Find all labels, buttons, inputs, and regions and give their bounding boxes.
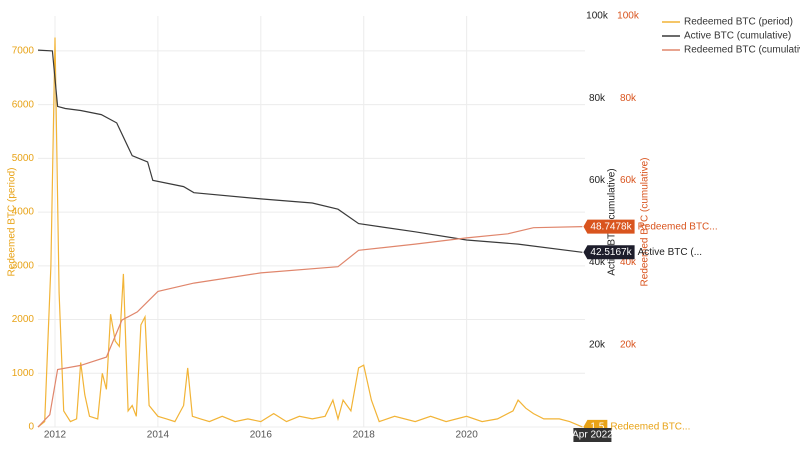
series-line bbox=[37, 49, 583, 253]
series-line bbox=[37, 226, 583, 428]
y2-tick-label: 40k bbox=[589, 257, 606, 268]
y3-tick-label: 100k bbox=[617, 11, 640, 22]
hover-name: Redeemed BTC... bbox=[610, 422, 690, 433]
y-tick-label: 6000 bbox=[12, 99, 35, 110]
y-tick-label: 4000 bbox=[12, 207, 35, 218]
y2-tick-label: 80k bbox=[589, 93, 606, 104]
y3-tick-label: 20k bbox=[620, 339, 637, 350]
hover-label: 48.7478k Redeemed BTC... bbox=[583, 219, 718, 234]
hover-name: Active BTC (... bbox=[638, 247, 702, 258]
y3-axis-title: Redeemed BTC (cumulative) bbox=[640, 158, 651, 287]
hover-value: 1.5 bbox=[590, 422, 604, 433]
hover-value: 48.7478k bbox=[590, 221, 632, 232]
x-tick-label: 2016 bbox=[250, 430, 273, 441]
hover-name: Redeemed BTC... bbox=[638, 221, 718, 232]
hover-box bbox=[583, 219, 635, 234]
y3-tick-label: 40k bbox=[620, 257, 637, 268]
y-tick-label: 7000 bbox=[12, 46, 35, 57]
series-line bbox=[37, 37, 583, 428]
hover-label: 42.5167k Active BTC (... bbox=[583, 245, 702, 260]
y2-tick-label: 100k bbox=[586, 11, 609, 22]
hover-value: 42.5167k bbox=[590, 247, 632, 258]
y-tick-label: 5000 bbox=[12, 153, 35, 164]
y-axis-title: Redeemed BTC (period) bbox=[7, 168, 18, 277]
y-tick-label: 1000 bbox=[12, 368, 35, 379]
y-tick-label: 0 bbox=[28, 422, 34, 433]
hover-x-label: Apr 2022 bbox=[572, 430, 613, 441]
x-tick-label: 2014 bbox=[147, 430, 170, 441]
hover-x: Apr 2022 bbox=[572, 428, 613, 442]
y2-tick-label: 60k bbox=[589, 175, 606, 186]
hover-x-box bbox=[573, 428, 612, 442]
y3-tick-label: 60k bbox=[620, 175, 637, 186]
y-tick-label: 2000 bbox=[12, 314, 35, 325]
y-tick-label: 3000 bbox=[12, 260, 35, 271]
legend-label: Active BTC (cumulative) bbox=[684, 31, 791, 42]
y2-tick-label: 20k bbox=[589, 339, 606, 350]
legend-label: Redeemed BTC (period) bbox=[684, 17, 793, 28]
x-tick-label: 2018 bbox=[353, 430, 376, 441]
x-tick-label: 2020 bbox=[456, 430, 479, 441]
hover-box bbox=[583, 245, 635, 260]
y3-tick-label: 80k bbox=[620, 93, 637, 104]
legend-label: Redeemed BTC (cumulative) bbox=[684, 45, 800, 56]
x-tick-label: 2012 bbox=[44, 430, 67, 441]
